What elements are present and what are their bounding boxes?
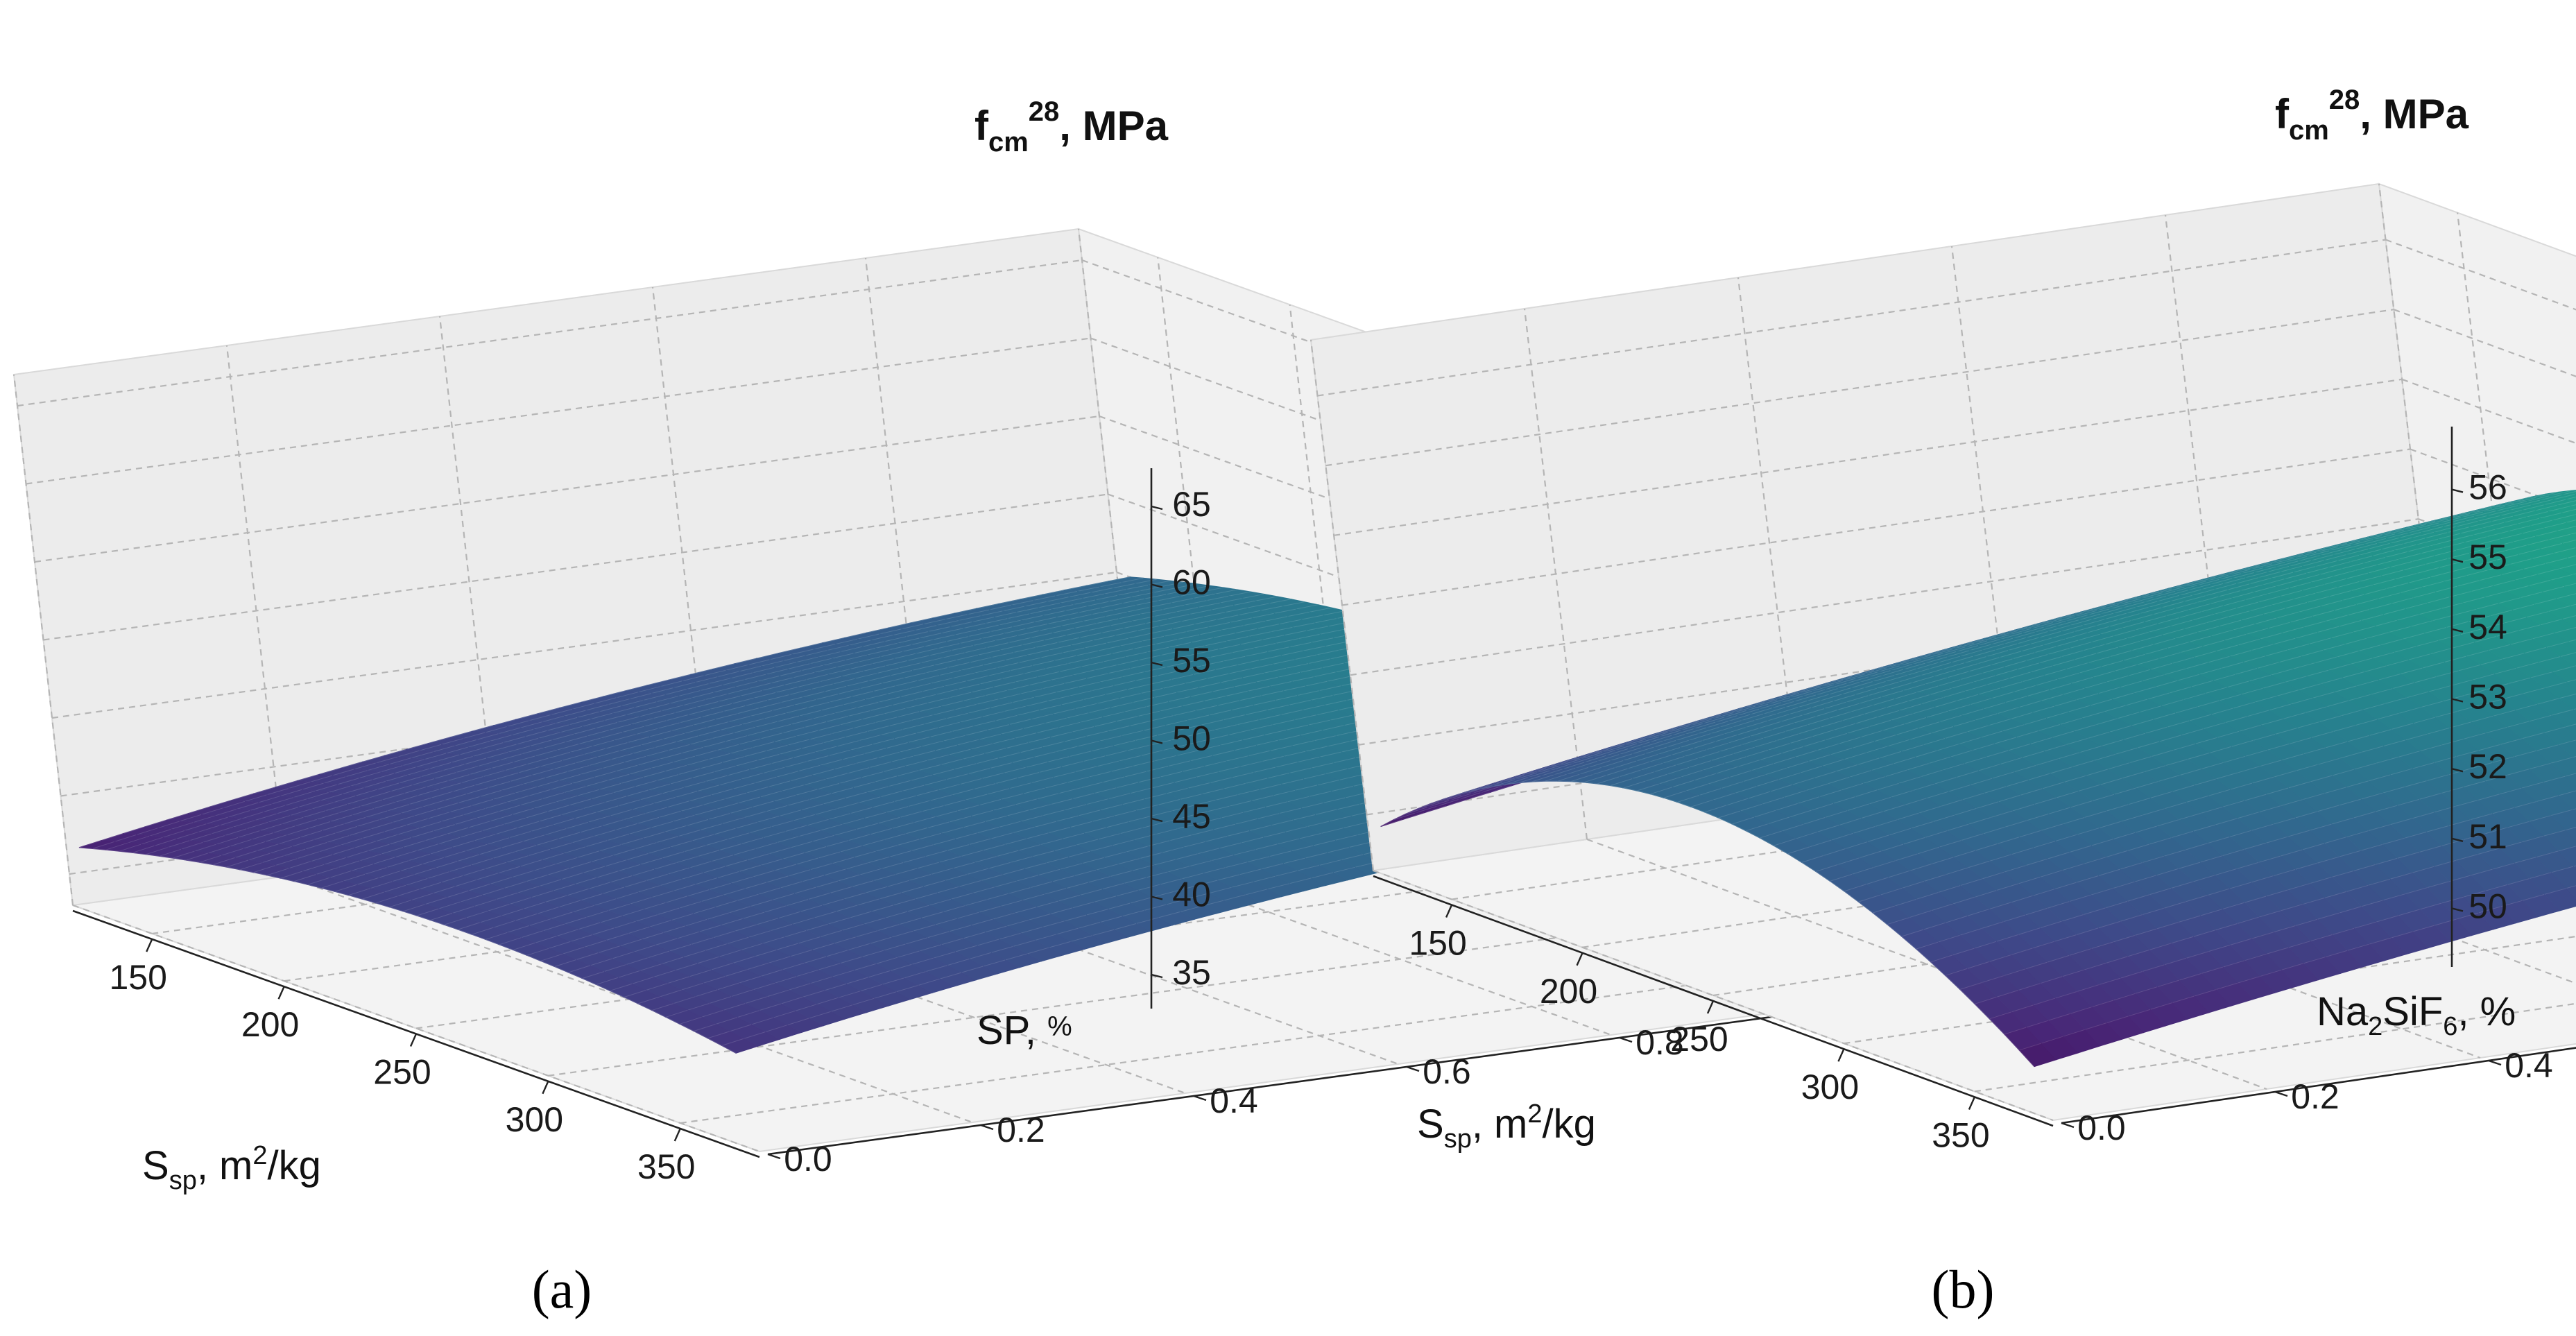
x-title-sup: 2 [252, 1141, 267, 1170]
x-axis-title: Ssp, m2/kg [142, 1141, 321, 1195]
y-title-main: SP, [977, 1008, 1047, 1053]
x-grid-floor [548, 929, 1613, 1077]
y-tick [767, 1153, 781, 1160]
x-tick [542, 1081, 549, 1095]
x-tick-label: 350 [637, 1147, 695, 1186]
z-grid-wall [51, 571, 1117, 719]
x-title-tail: /kg [268, 1143, 321, 1188]
z-title-sup: 28 [1029, 96, 1060, 127]
x-tick-label: 200 [241, 1005, 299, 1044]
z-grid-wall [17, 259, 1083, 407]
x-tick-label: 150 [110, 958, 167, 997]
x-tick [277, 986, 285, 1000]
z-title-tail: , MPa [1059, 103, 1168, 149]
y-tick [980, 1124, 994, 1131]
z-title-main: f [974, 103, 989, 149]
y-tick [1619, 1036, 1633, 1043]
x-title-main: S [142, 1143, 169, 1188]
z-grid-wall [34, 415, 1100, 563]
x-tick-label: 300 [506, 1100, 563, 1139]
z-axis-title: fcm28, MPa [974, 96, 1169, 157]
y-tick-label: 0.0 [784, 1140, 832, 1179]
z-tick-label: 55 [1172, 641, 1211, 680]
z-tick-label: 65 [1172, 485, 1211, 524]
z-tick-label: 40 [1172, 875, 1211, 914]
z-title-sub: cm [988, 127, 1029, 157]
y-tick-label: 0.6 [1423, 1052, 1471, 1091]
x-tick [146, 939, 153, 952]
z-tick-label: 35 [1172, 953, 1211, 992]
y-title-tail: % [1047, 1011, 1072, 1042]
z-grid-wall [43, 493, 1108, 641]
y-tick [1406, 1065, 1420, 1072]
x-tick-label: 250 [373, 1053, 431, 1092]
x-tick [673, 1128, 681, 1142]
x-grid-floor [680, 976, 1745, 1124]
y-tick [1193, 1095, 1207, 1102]
z-tick-label: 60 [1172, 563, 1211, 602]
y-tick-label: 0.4 [1210, 1081, 1258, 1120]
x-title-mid: , m [197, 1143, 253, 1188]
y-tick-label: 0.2 [997, 1111, 1045, 1149]
x-title-sub: sp [169, 1166, 197, 1195]
z-tick-label: 45 [1172, 797, 1211, 836]
x-tick [409, 1034, 418, 1047]
z-grid-wall [26, 337, 1091, 485]
z-tick-label: 50 [1172, 719, 1211, 758]
